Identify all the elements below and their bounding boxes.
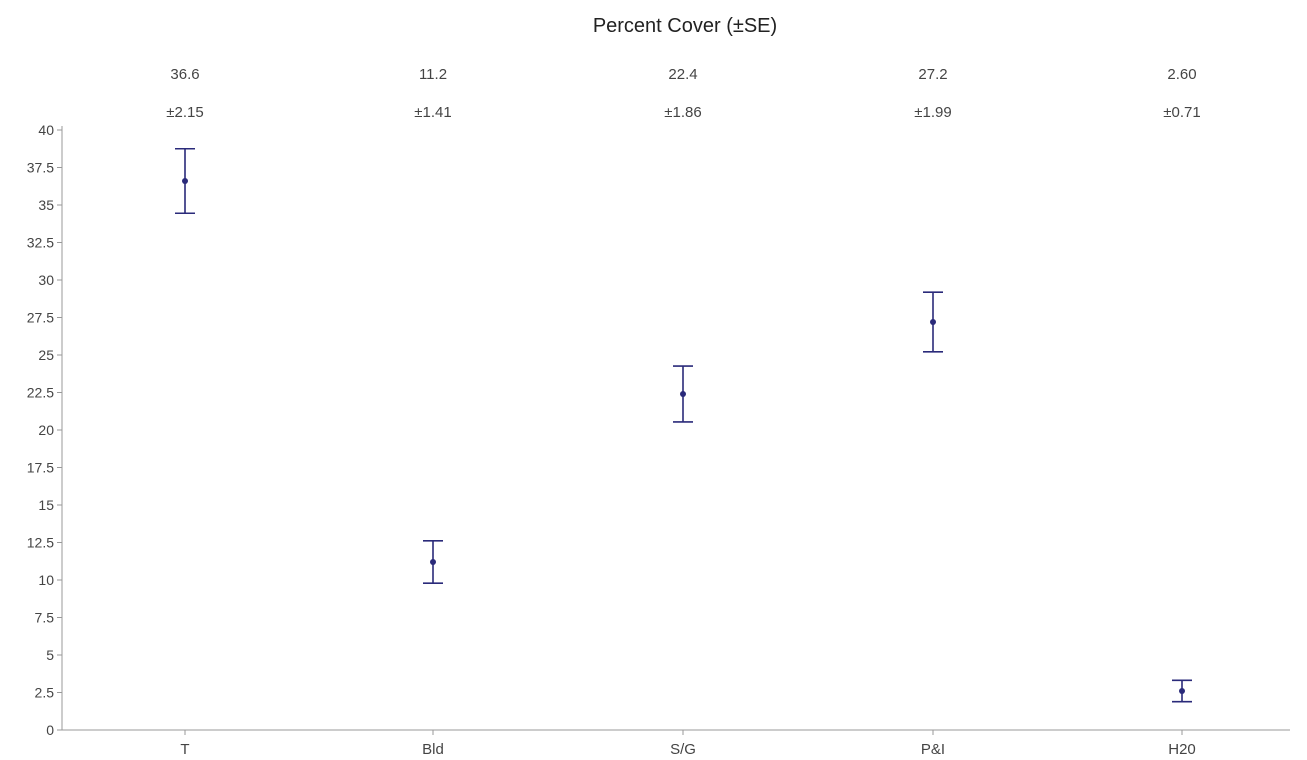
y-tick-label: 12.5 xyxy=(27,535,54,551)
y-ticks: 0 2.5 5 7.5 10 12.5 15 17.5 20 22.5 25 27.5 30 32.5 35… xyxy=(27,122,62,738)
data-point-group: 11.2 ±1.41 xyxy=(414,66,451,583)
error-label: ±1.99 xyxy=(914,104,951,121)
data-point xyxy=(930,319,936,325)
y-tick-label: 37.5 xyxy=(27,160,54,176)
error-label: ±1.41 xyxy=(414,104,451,121)
data-point-group: 36.6 ±2.15 xyxy=(166,66,203,213)
data-point xyxy=(430,559,436,565)
y-tick-label: 30 xyxy=(38,272,54,288)
value-label: 36.6 xyxy=(170,66,199,83)
y-tick-label: 35 xyxy=(38,197,54,213)
y-tick-label: 27.5 xyxy=(27,310,54,326)
data-points: 36.6 ±2.15 11.2 ±1.41 22.4 ±1.86 27.2 ±1.99 2.60… xyxy=(166,66,1200,702)
y-tick-label: 40 xyxy=(38,122,54,138)
y-tick-label: 0 xyxy=(46,722,54,738)
chart-title: Percent Cover (±SE) xyxy=(593,15,777,37)
value-label: 2.60 xyxy=(1167,66,1196,83)
y-tick-label: 7.5 xyxy=(35,610,55,626)
y-tick-label: 5 xyxy=(46,647,54,663)
y-tick-label: 25 xyxy=(38,347,54,363)
y-tick-label: 20 xyxy=(38,422,54,438)
x-categories: T Bld S/G P&I H20 xyxy=(180,730,1195,758)
x-category-label: P&I xyxy=(921,741,945,758)
y-tick-label: 2.5 xyxy=(35,685,55,701)
error-label: ±2.15 xyxy=(166,104,203,121)
y-tick-label: 22.5 xyxy=(27,385,54,401)
data-point-group: 22.4 ±1.86 xyxy=(664,66,701,422)
value-label: 22.4 xyxy=(668,66,697,83)
y-tick-label: 32.5 xyxy=(27,235,54,251)
x-category-label: T xyxy=(180,741,189,758)
value-label: 27.2 xyxy=(918,66,947,83)
error-label: ±0.71 xyxy=(1163,104,1200,121)
data-point xyxy=(680,391,686,397)
data-point xyxy=(182,178,188,184)
y-tick-label: 17.5 xyxy=(27,460,54,476)
data-point-group: 27.2 ±1.99 xyxy=(914,66,951,352)
data-point xyxy=(1179,688,1185,694)
x-category-label: Bld xyxy=(422,741,444,758)
data-point-group: 2.60 ±0.71 xyxy=(1163,66,1200,702)
y-tick-label: 10 xyxy=(38,572,54,588)
value-label: 11.2 xyxy=(419,66,447,83)
x-category-label: H20 xyxy=(1168,741,1196,758)
x-category-label: S/G xyxy=(670,741,696,758)
y-tick-label: 15 xyxy=(38,497,54,513)
error-label: ±1.86 xyxy=(664,104,701,121)
